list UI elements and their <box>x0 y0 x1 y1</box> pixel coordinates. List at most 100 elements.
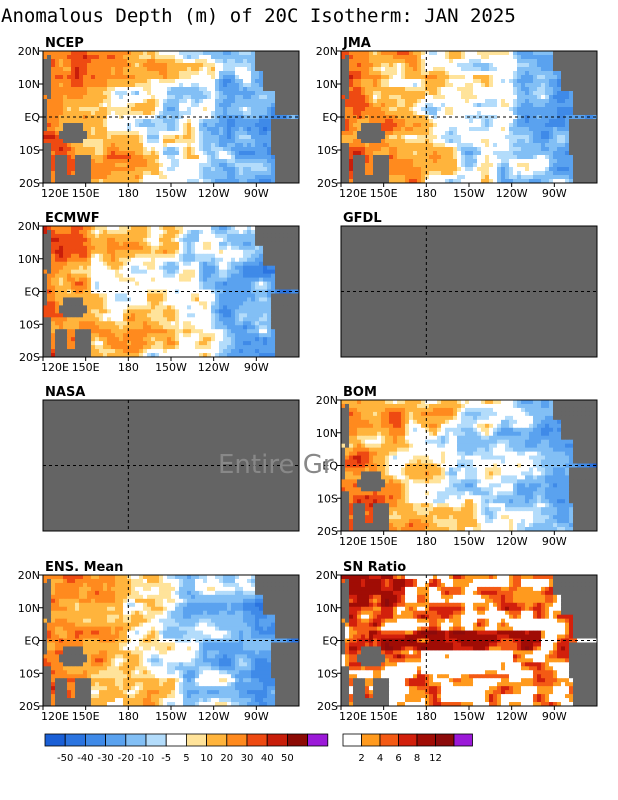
heatmap-cell <box>349 111 354 116</box>
heatmap-cell <box>199 265 204 271</box>
heatmap-cell <box>111 155 116 160</box>
heatmap-cell <box>199 111 204 116</box>
heatmap-cell <box>533 127 538 132</box>
heatmap-cell <box>349 139 354 144</box>
heatmap-cell <box>381 67 386 72</box>
heatmap-cell <box>433 127 438 132</box>
heatmap-cell <box>279 63 284 68</box>
heatmap-cell <box>131 83 136 88</box>
heatmap-cell <box>171 143 176 148</box>
heatmap-cell <box>75 257 80 263</box>
heatmap-cell <box>263 151 268 156</box>
heatmap-cell <box>203 51 208 56</box>
heatmap-cell <box>457 151 462 156</box>
heatmap-cell <box>223 151 228 156</box>
heatmap-cell <box>143 95 148 100</box>
heatmap-cell <box>287 119 292 124</box>
heatmap-cell <box>345 51 350 56</box>
heatmap-cell <box>485 163 490 168</box>
heatmap-cell <box>473 59 478 64</box>
heatmap-cell <box>505 91 510 96</box>
heatmap-cell <box>163 111 168 116</box>
heatmap-cell <box>143 163 148 168</box>
heatmap-cell <box>171 75 176 80</box>
heatmap-cell <box>485 123 490 128</box>
heatmap-cell <box>79 163 84 168</box>
heatmap-cell <box>155 147 160 152</box>
heatmap-cell <box>131 79 136 84</box>
heatmap-cell <box>59 171 64 176</box>
heatmap-cell <box>389 171 394 176</box>
heatmap-cell <box>377 123 382 128</box>
heatmap-cell <box>421 59 426 64</box>
heatmap-cell <box>425 171 430 176</box>
heatmap-cell <box>263 55 268 60</box>
heatmap-cell <box>155 159 160 164</box>
heatmap-cell <box>557 135 562 140</box>
heatmap-cell <box>521 175 526 180</box>
heatmap-cell <box>259 139 264 144</box>
heatmap-cell <box>365 167 370 172</box>
heatmap-cell <box>215 79 220 84</box>
heatmap-cell <box>175 83 180 88</box>
heatmap-cell <box>481 123 486 128</box>
heatmap-cell <box>529 75 534 80</box>
heatmap-cell <box>215 245 220 251</box>
heatmap-cell <box>131 237 136 243</box>
heatmap-cell <box>167 119 172 124</box>
heatmap-cell <box>593 147 598 152</box>
heatmap-cell <box>549 167 554 172</box>
heatmap-cell <box>357 167 362 172</box>
heatmap-cell <box>243 253 248 259</box>
heatmap-cell <box>361 143 366 148</box>
heatmap-cell <box>159 253 164 259</box>
heatmap-cell <box>377 151 382 156</box>
heatmap-cell <box>215 237 220 243</box>
heatmap-cell <box>473 123 478 128</box>
heatmap-cell <box>417 159 422 164</box>
heatmap-cell <box>525 155 530 160</box>
heatmap-cell <box>373 163 378 168</box>
heatmap-cell <box>449 67 454 72</box>
heatmap-cell <box>361 99 366 104</box>
heatmap-cell <box>103 159 108 164</box>
heatmap-cell <box>143 63 148 68</box>
heatmap-cell <box>461 111 466 116</box>
heatmap-cell <box>263 63 268 68</box>
heatmap-cell <box>361 171 366 176</box>
heatmap-cell <box>87 253 92 259</box>
heatmap-cell <box>287 253 292 259</box>
heatmap-cell <box>175 265 180 271</box>
heatmap-cell <box>271 245 276 251</box>
heatmap-cell <box>59 245 64 251</box>
heatmap-cell <box>103 163 108 168</box>
heatmap-cell <box>111 59 116 64</box>
heatmap-cell <box>565 179 570 184</box>
heatmap-cell <box>51 147 56 152</box>
heatmap-cell <box>99 55 104 60</box>
heatmap-cell <box>469 107 474 112</box>
heatmap-cell <box>271 99 276 104</box>
heatmap-cell <box>271 147 276 152</box>
heatmap-cell <box>473 131 478 136</box>
heatmap-cell <box>127 63 132 68</box>
heatmap-cell <box>493 167 498 172</box>
heatmap-cell <box>179 131 184 136</box>
heatmap-cell <box>529 119 534 124</box>
heatmap-cell <box>227 175 232 180</box>
heatmap-cell <box>573 87 578 92</box>
heatmap-cell <box>79 131 84 136</box>
heatmap-cell <box>171 229 176 235</box>
heatmap-cell <box>191 79 196 84</box>
heatmap-cell <box>127 229 132 235</box>
heatmap-cell <box>43 127 48 132</box>
heatmap-cell <box>107 151 112 156</box>
heatmap-cell <box>207 79 212 84</box>
heatmap-cell <box>167 179 172 184</box>
heatmap-cell <box>159 151 164 156</box>
heatmap-cell <box>231 103 236 108</box>
heatmap-cell <box>525 167 530 172</box>
heatmap-cell <box>469 87 474 92</box>
heatmap-cell <box>63 233 68 239</box>
heatmap-cell <box>421 147 426 152</box>
